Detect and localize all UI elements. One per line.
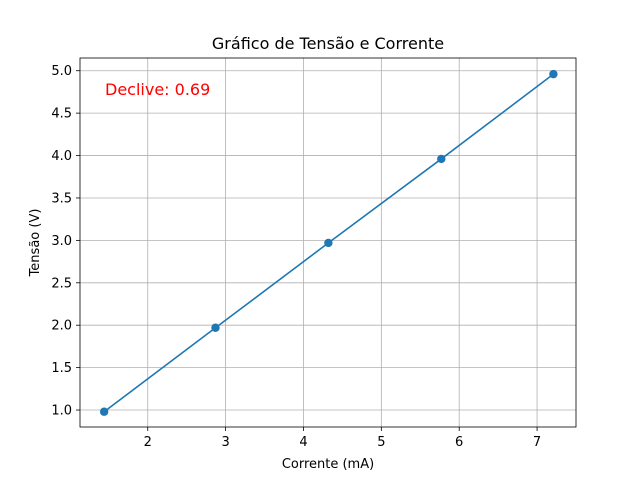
series-layer	[99, 69, 558, 416]
data-point	[99, 407, 109, 416]
x-tick-label: 4	[299, 435, 307, 450]
data-point	[549, 69, 558, 79]
y-tick-label: 3.0	[51, 234, 72, 249]
x-tick-label: 6	[455, 435, 463, 450]
x-tick-label: 5	[377, 435, 385, 450]
x-tick-label: 7	[533, 435, 541, 450]
y-tick-label: 2.0	[51, 319, 72, 334]
x-tick-label: 3	[221, 435, 229, 450]
x-tick-label: 2	[144, 435, 152, 450]
chart-title: Gráfico de Tensão e Corrente	[212, 34, 444, 53]
y-tick-label: 3.5	[51, 191, 72, 206]
y-tick-label: 2.5	[51, 276, 72, 291]
x-axis-title: Corrente (mA)	[282, 457, 374, 472]
y-tick-label: 5.0	[51, 64, 72, 79]
plot-area-frame	[79, 57, 577, 428]
slope-annotation: Declive: 0.69	[105, 80, 210, 99]
data-point	[211, 323, 220, 332]
tick-marks: 2 3 4 5 6 7 1.0 1.5 2.0 2.5 3.0 3.5 4.0 4.5 5.0	[51, 64, 541, 450]
y-axis-title: Tensão (V)	[28, 209, 43, 278]
y-tick-label: 4.5	[51, 107, 72, 122]
y-tick-label: 1.0	[51, 404, 72, 419]
y-tick-label: 1.5	[51, 361, 72, 376]
y-tick-label: 4.0	[51, 149, 72, 164]
data-point	[437, 154, 446, 164]
data-point	[324, 238, 333, 248]
